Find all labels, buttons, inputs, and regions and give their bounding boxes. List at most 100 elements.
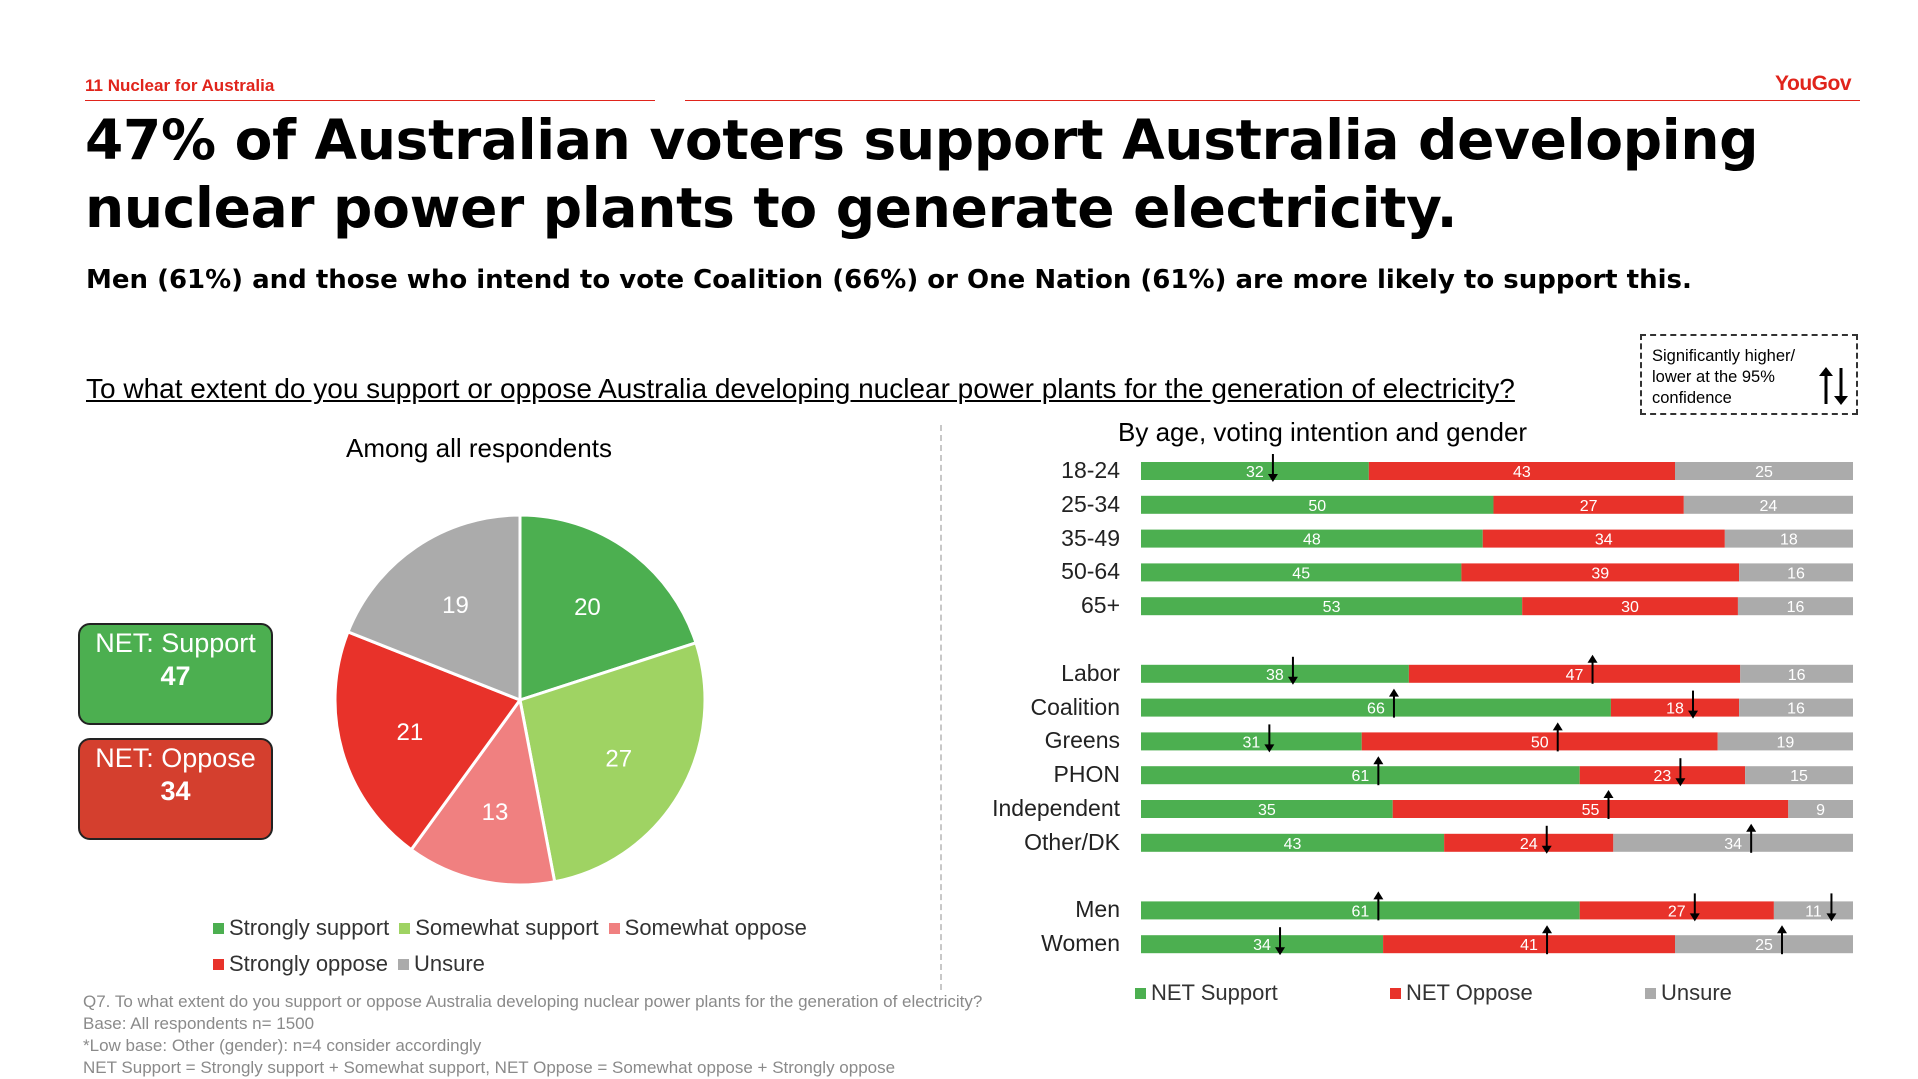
legend-swatch <box>1390 988 1401 999</box>
legend-label: Strongly support <box>229 915 390 940</box>
legend-item-net-support: NET Support <box>1135 980 1278 1006</box>
bar-value-25-34-unsure: 24 <box>1760 498 1778 515</box>
bar-independent-net-support <box>1141 800 1393 818</box>
bar-phon-unsure <box>1745 766 1853 785</box>
pie-slice-strongly-oppose <box>333 629 523 852</box>
bar-greens-net-support <box>1141 732 1362 751</box>
row-label-women: Women <box>1041 930 1120 957</box>
bar-18-24-net-support <box>1141 462 1369 480</box>
legend-label: NET Oppose <box>1406 980 1533 1005</box>
bar-value-phon-net-oppose: 23 <box>1654 768 1672 785</box>
bar-35-49-net-support <box>1141 529 1483 548</box>
bar-value-men-unsure: 11 <box>1805 903 1822 920</box>
bar-value-50-64-net-support: 45 <box>1292 565 1310 582</box>
bar-value-men-net-support: 61 <box>1351 903 1369 920</box>
bar-50-64-net-oppose <box>1461 563 1740 582</box>
legend-label: Somewhat support <box>415 915 599 940</box>
legend-swatch <box>608 923 620 934</box>
significance-down-arrow-icon <box>1264 724 1275 753</box>
significance-up-arrow-icon <box>1373 891 1384 921</box>
row-label-50-64: 50-64 <box>1061 558 1120 585</box>
bar-value-18-24-net-support: 32 <box>1246 464 1264 481</box>
header-rule-right <box>685 100 1860 101</box>
bar-value-65-net-support: 53 <box>1323 599 1341 616</box>
bar-value-coalition-net-support: 66 <box>1367 701 1385 718</box>
survey-question: To what extent do you support or oppose … <box>86 373 1515 404</box>
subheadline: Men (61%) and those who intend to vote C… <box>86 265 1692 295</box>
bar-value-greens-unsure: 19 <box>1776 734 1794 751</box>
pie-label-somewhat-oppose: 13 <box>482 799 509 826</box>
legend-swatch <box>398 959 409 970</box>
row-label-greens: Greens <box>1044 727 1120 754</box>
bar-row-labels: 18-24 25-34 35-49 50-64 65+ Labor Coalition Gre… <box>860 0 1120 1072</box>
legend-label: Unsure <box>414 951 485 976</box>
footnote-low-base: *Low base: Other (gender): n=4 consider … <box>83 1036 482 1055</box>
significance-down-arrow-icon <box>1267 454 1278 482</box>
bar-value-labor-net-oppose: 47 <box>1566 667 1584 684</box>
bar-value-other-dk-net-oppose: 24 <box>1520 836 1538 853</box>
significance-down-arrow-icon <box>1689 893 1700 922</box>
significance-up-arrow-icon <box>1603 790 1614 819</box>
bar-coalition-net-support <box>1141 698 1611 717</box>
significance-down-arrow-icon <box>1287 656 1298 685</box>
bar-phon-net-oppose <box>1579 766 1746 785</box>
bar-value-independent-net-support: 35 <box>1258 802 1276 819</box>
legend-item-unsure: Unsure <box>398 951 485 976</box>
headline: 47% of Australian voters support Austral… <box>85 106 1785 242</box>
row-label-labor: Labor <box>1061 659 1120 686</box>
pie-label-strongly-oppose: 21 <box>397 719 424 746</box>
bar-independent-net-oppose <box>1392 800 1789 818</box>
net-oppose-label: NET: Oppose <box>95 743 256 773</box>
significance-up-arrow-icon <box>1388 688 1399 718</box>
net-oppose-value: 34 <box>160 776 191 806</box>
significance-up-arrow-icon <box>1777 925 1787 955</box>
bar-value-50-64-net-oppose: 39 <box>1591 565 1609 582</box>
bar-other-dk-unsure <box>1613 833 1853 852</box>
headline-line-2: nuclear power plants to generate electri… <box>85 176 1458 240</box>
bar-value-35-49-net-oppose: 34 <box>1595 532 1613 549</box>
bar-other-dk-net-oppose <box>1444 833 1614 852</box>
bar-legend: NET Support NET Oppose Unsure <box>1135 980 1835 1010</box>
up-down-arrows-icon <box>1819 367 1848 405</box>
bar-value-50-64-unsure: 16 <box>1787 565 1805 582</box>
bar-value-coalition-net-oppose: 18 <box>1666 701 1684 718</box>
legend-swatch <box>213 959 224 970</box>
bar-value-labor-net-support: 38 <box>1266 667 1284 684</box>
row-label-coalition: Coalition <box>1030 693 1121 720</box>
bar-coalition-unsure <box>1739 698 1853 717</box>
bar-value-65-net-oppose: 30 <box>1621 599 1639 616</box>
bar-65-net-oppose <box>1522 597 1738 616</box>
legend-swatch <box>399 923 411 934</box>
footnote-base: Base: All respondents n= 1500 <box>83 1014 315 1033</box>
significance-down-arrow-icon <box>1688 690 1698 719</box>
bar-chart-title: By age, voting intention and gender <box>1118 417 1528 447</box>
pie-label-strongly-support: 20 <box>574 594 601 621</box>
bar-50-64-net-support <box>1141 563 1462 582</box>
bar-coalition-net-oppose <box>1610 698 1740 717</box>
significance-legend: Significantly higher/ lower at the 95% c… <box>1640 334 1858 415</box>
bar-value-65-unsure: 16 <box>1787 599 1805 616</box>
pie-slice-strongly-support <box>518 513 698 703</box>
bar-35-49-net-oppose <box>1482 529 1725 548</box>
bar-women-net-support <box>1141 935 1384 954</box>
legend-swatch <box>1135 988 1146 999</box>
significance-down-arrow-icon <box>1826 893 1837 922</box>
bar-value-women-unsure: 25 <box>1755 937 1773 954</box>
legend-label: Strongly oppose <box>229 951 388 976</box>
legend-label: NET Support <box>1151 980 1278 1005</box>
header-rule-left <box>85 100 655 101</box>
bar-women-unsure <box>1675 935 1853 954</box>
legend-item-strongly-support: Strongly support <box>213 915 389 940</box>
pie-chart-title: Among all respondents <box>346 433 612 463</box>
bar-65-unsure <box>1737 597 1853 616</box>
panel-divider <box>940 425 942 990</box>
bar-women-net-oppose <box>1383 935 1675 954</box>
bar-value-25-34-net-oppose: 27 <box>1580 498 1598 515</box>
stacked-bar-chart: 32 43 25 50 27 24 48 34 18 45 39 16 53 30 16 38 47 16 66 18… <box>1141 454 1853 955</box>
pie-slice-unsure <box>346 513 522 703</box>
footnote-net-definition: NET Support = Strongly support + Somewha… <box>83 1058 896 1077</box>
pie-slice-somewhat-support <box>518 640 707 884</box>
significance-note: Significantly higher/ lower at the 95% c… <box>1652 347 1796 407</box>
bar-value-phon-net-support: 61 <box>1351 768 1369 785</box>
bar-labor-unsure <box>1740 664 1853 683</box>
